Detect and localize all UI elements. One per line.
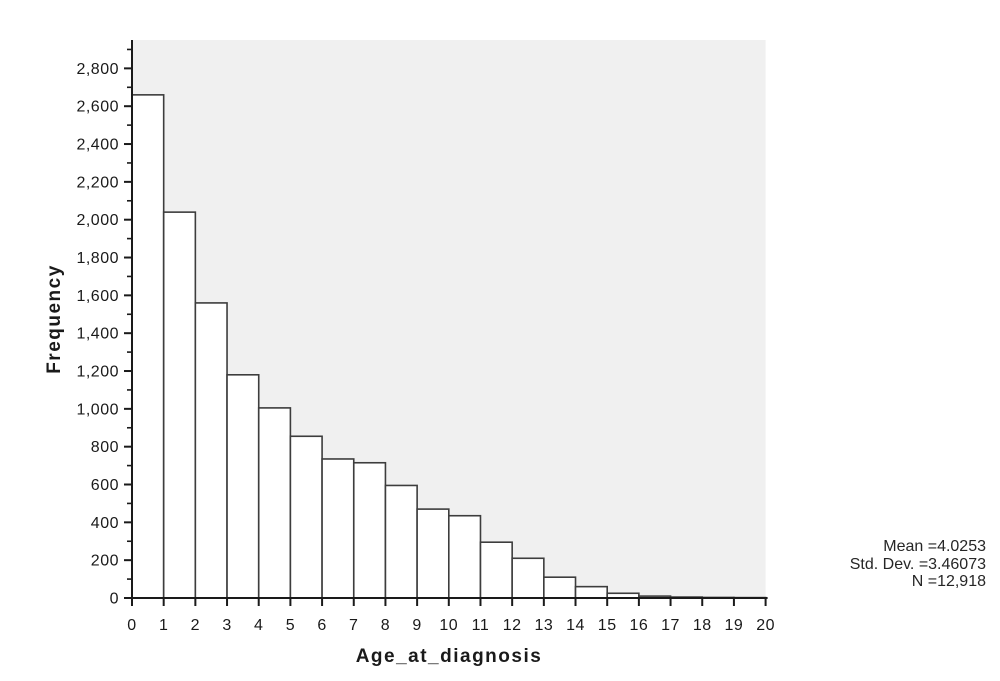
stats-annotation: Mean =4.0253 Std. Dev. =3.46073 N =12,91… xyxy=(850,538,986,591)
x-tick-label: 19 xyxy=(725,617,744,634)
histogram-bar xyxy=(257,407,292,599)
y-tick-label: 2,200 xyxy=(76,174,119,191)
y-tick-label: 200 xyxy=(91,553,119,570)
x-tick-label: 8 xyxy=(381,617,390,634)
y-tick-label: 0 xyxy=(110,591,119,608)
histogram-bar xyxy=(321,458,355,599)
histogram-bar xyxy=(447,514,482,599)
y-tick-label: 2,000 xyxy=(76,212,119,229)
histogram-bar xyxy=(352,461,387,599)
x-tick-label: 18 xyxy=(693,617,712,634)
x-tick-label: 17 xyxy=(661,617,680,634)
stat-std-dev: Std. Dev. =3.46073 xyxy=(849,555,986,573)
y-tick-label: 1,400 xyxy=(76,326,119,343)
histogram-bar xyxy=(543,576,577,599)
y-tick-label: 800 xyxy=(91,439,119,456)
x-tick-label: 6 xyxy=(317,617,326,634)
x-tick-label: 1 xyxy=(159,617,168,634)
x-tick-label: 9 xyxy=(412,617,421,634)
stat-mean: Mean =4.0253 xyxy=(883,538,986,555)
x-tick-label: 11 xyxy=(472,617,490,634)
x-tick-label: 15 xyxy=(598,617,617,634)
y-tick-label: 2,600 xyxy=(76,99,119,116)
histogram-bar xyxy=(384,484,418,599)
histogram-bar xyxy=(289,435,323,599)
histogram-bar xyxy=(162,211,197,599)
x-tick-label: 16 xyxy=(629,617,648,634)
y-tick-label: 2,400 xyxy=(76,137,119,154)
x-tick-label: 5 xyxy=(286,617,295,634)
y-tick-label: 1,800 xyxy=(76,250,119,267)
y-tick-label: 1,600 xyxy=(76,288,119,305)
histogram-bar xyxy=(226,373,260,599)
histogram-bar xyxy=(131,94,165,599)
histogram-bar xyxy=(479,541,513,599)
x-tick-label: 0 xyxy=(127,617,136,634)
x-tick-label: 13 xyxy=(534,617,553,634)
histogram-bar xyxy=(574,585,609,599)
x-tick-label: 7 xyxy=(349,617,358,634)
y-tick-label: 600 xyxy=(91,477,119,494)
x-tick-label: 10 xyxy=(439,617,458,634)
y-tick-label: 1,200 xyxy=(76,364,119,381)
x-tick-label: 20 xyxy=(756,617,775,634)
x-tick-label: 2 xyxy=(191,617,200,634)
x-tick-label: 4 xyxy=(254,617,263,634)
y-tick-label: 2,800 xyxy=(76,61,119,78)
x-tick-label: 12 xyxy=(503,617,522,634)
stat-n: N =12,918 xyxy=(911,573,986,590)
y-tick-label: 400 xyxy=(91,515,119,532)
histogram-bar xyxy=(416,508,450,599)
histogram-bar xyxy=(511,557,545,599)
x-tick-label: 14 xyxy=(566,617,585,634)
y-tick-label: 1,000 xyxy=(76,401,119,418)
y-axis-title: Frequency xyxy=(44,264,65,374)
x-axis-title: Age_at_diagnosis xyxy=(355,646,543,667)
x-tick-label: 3 xyxy=(222,617,231,634)
histogram-bar xyxy=(194,302,228,599)
